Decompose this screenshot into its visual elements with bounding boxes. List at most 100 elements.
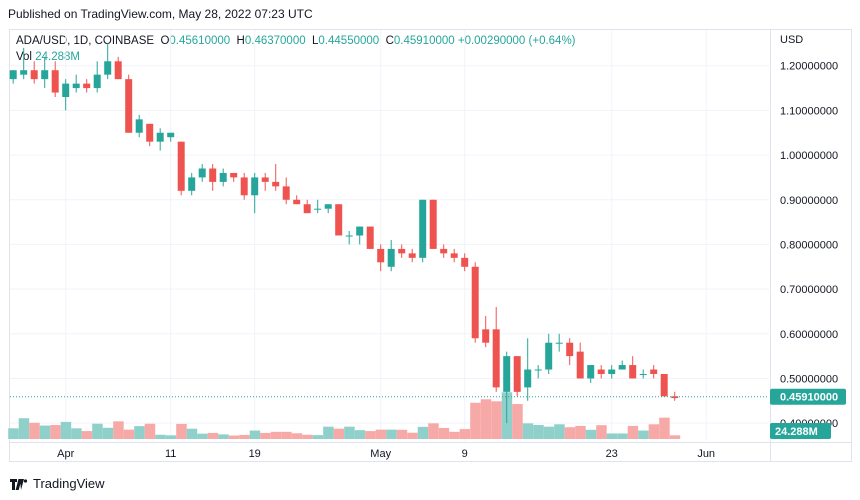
volume-bar	[512, 404, 523, 439]
volume-bar	[407, 432, 418, 439]
candle-body	[492, 329, 500, 388]
volume-bar	[333, 428, 345, 439]
candle-body	[471, 266, 479, 339]
volume-bar	[554, 424, 565, 439]
last-price-badge	[770, 388, 846, 405]
volume-bar	[302, 434, 313, 439]
volume-bar	[428, 423, 439, 439]
time-tick-label: 23	[606, 448, 618, 460]
volume-bar	[81, 431, 93, 439]
high-key: H	[236, 35, 245, 47]
volume-bar	[228, 435, 240, 439]
symbol-label[interactable]: ADA/USD, 1D, COINBASE	[16, 35, 155, 47]
tradingview-logo-icon	[10, 478, 28, 490]
price-tick-label: 1.10000000	[780, 105, 838, 117]
candle-body	[650, 369, 658, 374]
volume-bar	[449, 431, 460, 439]
candle-body	[545, 342, 553, 370]
time-tick-label: 11	[165, 448, 176, 460]
open-value: 0.45610000	[169, 35, 231, 47]
volume-bar	[354, 430, 366, 439]
candle-body	[377, 248, 385, 263]
candle-body	[167, 132, 175, 138]
published-caption: Published on TradingView.com, May 28, 20…	[8, 7, 313, 21]
volume-bar	[92, 423, 103, 439]
last-volume-badge	[770, 423, 831, 439]
candle-body	[219, 172, 227, 182]
volume-bar	[39, 425, 51, 439]
volume-bar	[197, 433, 208, 439]
candle-body	[671, 396, 679, 399]
volume-bar	[491, 401, 502, 439]
volume-bar	[50, 425, 61, 439]
ohlc-legend: ADA/USD, 1D, COINBASE O0.45610000 H0.463…	[16, 35, 576, 47]
candle-body	[62, 83, 70, 98]
high-value: 0.46370000	[244, 35, 306, 47]
candle-body	[482, 329, 490, 343]
volume-bar	[291, 433, 303, 439]
volume-value: 24.288M	[35, 51, 80, 63]
volume-bar	[627, 425, 639, 439]
footer-brand-label: TradingView	[33, 476, 105, 491]
low-value: 0.44550000	[318, 35, 380, 47]
candle-body	[450, 253, 458, 258]
candle-body	[51, 70, 59, 93]
candle-body	[188, 177, 196, 191]
volume-bar	[386, 429, 397, 439]
volume-bar	[281, 431, 292, 439]
volume-bar	[438, 427, 450, 439]
candle-body	[555, 342, 563, 344]
volume-bar	[176, 423, 187, 439]
candle-body	[93, 74, 101, 89]
volume-bar	[155, 434, 166, 439]
price-tick-label: 0.80000000	[780, 239, 838, 251]
volume-bar	[260, 432, 271, 439]
volume-bar	[123, 429, 135, 439]
candle-body	[41, 70, 49, 80]
candle-body	[503, 356, 511, 392]
volume-bar	[207, 432, 219, 439]
volume-bar	[134, 426, 145, 439]
volume-bar	[365, 431, 376, 439]
volume-bar	[533, 425, 544, 439]
volume-bar	[564, 427, 576, 439]
volume-bar	[102, 427, 114, 439]
candle-body	[251, 177, 259, 196]
volume-bar	[669, 435, 681, 439]
candle-body	[398, 248, 406, 254]
candle-body	[146, 123, 154, 142]
volume-bar	[459, 429, 471, 439]
volume-bar	[543, 426, 555, 439]
candle-body	[240, 177, 248, 196]
volume-bar	[113, 421, 124, 439]
volume-bar	[344, 426, 355, 439]
candle-body	[356, 226, 364, 236]
last-volume-label: 24.288M	[775, 426, 818, 438]
volume-bar	[585, 429, 597, 439]
open-key: O	[160, 35, 170, 47]
candle-body	[366, 226, 374, 249]
candle-body	[440, 248, 448, 254]
candle-body	[566, 342, 574, 357]
last-price-label: 0.45910000	[780, 392, 838, 404]
volume-bar	[312, 435, 324, 439]
candle-body	[587, 365, 595, 379]
currency-label[interactable]: USD	[780, 34, 804, 46]
candle-body	[230, 172, 238, 178]
price-tick-label: 0.70000000	[780, 284, 838, 296]
volume-bar	[638, 430, 649, 439]
price-tick-label: 0.90000000	[780, 195, 838, 207]
volume-bar	[480, 399, 492, 439]
candle-body	[72, 83, 80, 89]
candle-body	[272, 181, 280, 187]
change-value: +0.00290000 (+0.64%)	[457, 35, 576, 47]
candle-body	[303, 204, 311, 214]
candle-body	[156, 132, 164, 142]
volume-bar	[144, 423, 156, 439]
price-tick-label: 1.00000000	[780, 150, 838, 162]
volume-bar	[18, 418, 30, 439]
candle-body	[314, 208, 322, 210]
close-value: 0.45910000	[393, 35, 455, 47]
volume-bar	[470, 402, 481, 439]
